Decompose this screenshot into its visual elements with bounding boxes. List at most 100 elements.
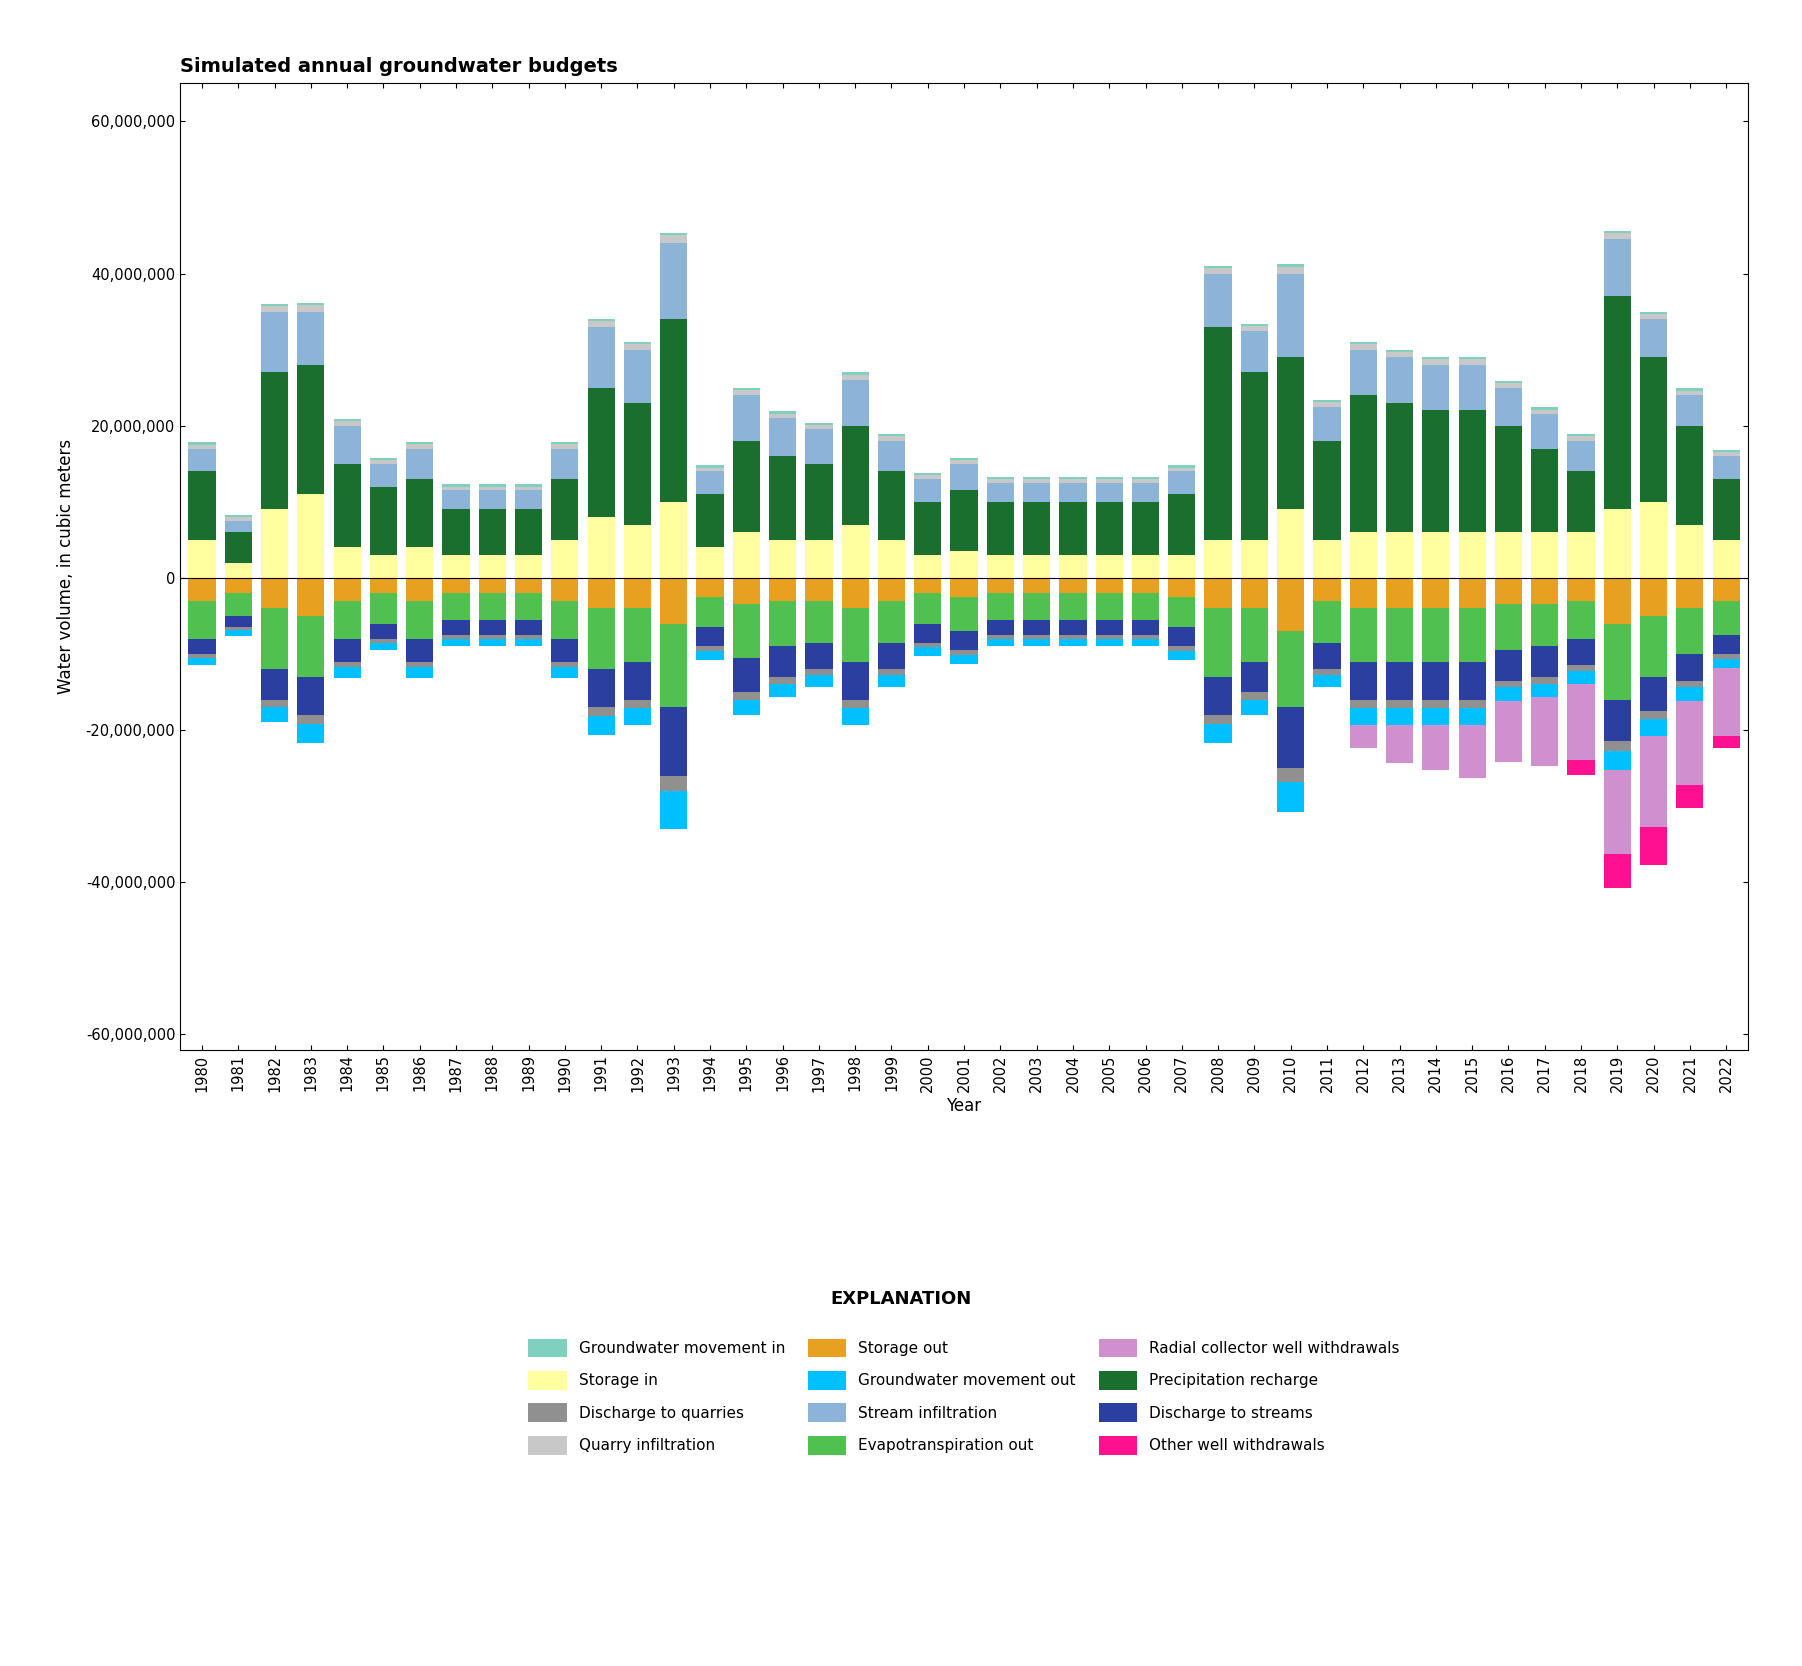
Bar bbox=[1640, 357, 1667, 501]
Bar bbox=[1604, 240, 1631, 297]
Bar bbox=[1712, 456, 1739, 478]
Bar bbox=[1568, 638, 1595, 665]
Bar bbox=[878, 471, 905, 540]
Bar bbox=[1204, 676, 1233, 715]
Bar bbox=[189, 445, 216, 448]
Bar bbox=[1168, 468, 1195, 471]
Bar bbox=[733, 441, 760, 531]
Bar bbox=[1458, 360, 1485, 365]
Bar bbox=[1350, 608, 1377, 661]
Bar bbox=[1568, 601, 1595, 638]
Bar bbox=[660, 776, 687, 791]
Bar bbox=[1568, 441, 1595, 471]
Text: EXPLANATION: EXPLANATION bbox=[831, 1289, 971, 1308]
Bar bbox=[1132, 593, 1159, 620]
Bar bbox=[1422, 708, 1449, 725]
Bar bbox=[1204, 608, 1233, 676]
Bar bbox=[1024, 476, 1051, 478]
Bar bbox=[1168, 651, 1195, 660]
Bar bbox=[261, 303, 288, 307]
Bar bbox=[1568, 471, 1595, 531]
Bar bbox=[189, 601, 216, 638]
Bar bbox=[443, 555, 470, 578]
Bar bbox=[369, 458, 396, 460]
Bar bbox=[769, 412, 796, 413]
Bar bbox=[1096, 555, 1123, 578]
Bar bbox=[1604, 578, 1631, 623]
Bar bbox=[1568, 435, 1595, 436]
Bar bbox=[1386, 708, 1413, 725]
Bar bbox=[660, 501, 687, 578]
Bar bbox=[1640, 720, 1667, 736]
Bar bbox=[297, 495, 324, 578]
Bar bbox=[660, 243, 687, 320]
Bar bbox=[1096, 620, 1123, 635]
Bar bbox=[1532, 408, 1559, 410]
Bar bbox=[479, 510, 506, 555]
Bar bbox=[1496, 605, 1523, 650]
Bar bbox=[515, 620, 542, 635]
Bar bbox=[1640, 711, 1667, 720]
Bar bbox=[987, 620, 1015, 635]
Bar bbox=[1060, 483, 1087, 501]
Bar bbox=[1422, 661, 1449, 700]
Bar bbox=[1096, 578, 1123, 593]
Bar bbox=[623, 578, 651, 608]
Bar bbox=[405, 601, 432, 638]
Bar bbox=[950, 596, 978, 631]
Bar bbox=[297, 365, 324, 495]
Bar bbox=[1024, 501, 1051, 555]
Bar bbox=[660, 233, 687, 235]
Bar bbox=[369, 593, 396, 623]
Bar bbox=[660, 791, 687, 830]
Bar bbox=[950, 655, 978, 663]
Bar bbox=[1242, 540, 1269, 578]
Bar bbox=[805, 670, 833, 675]
Bar bbox=[1676, 655, 1703, 681]
Bar bbox=[1204, 268, 1233, 273]
Bar bbox=[333, 661, 360, 666]
Bar bbox=[1350, 700, 1377, 708]
Bar bbox=[1712, 451, 1739, 456]
Bar bbox=[1458, 708, 1485, 725]
Bar bbox=[696, 465, 724, 468]
Bar bbox=[1640, 616, 1667, 676]
Bar bbox=[1350, 708, 1377, 725]
Bar bbox=[914, 473, 941, 475]
Bar bbox=[733, 691, 760, 700]
Bar bbox=[225, 516, 252, 521]
Bar bbox=[225, 593, 252, 616]
Bar bbox=[987, 635, 1015, 638]
Bar bbox=[1242, 691, 1269, 700]
Bar bbox=[1168, 465, 1195, 468]
Bar bbox=[1060, 635, 1087, 638]
Bar bbox=[1532, 605, 1559, 646]
Bar bbox=[297, 305, 324, 312]
Bar bbox=[1458, 410, 1485, 531]
Bar bbox=[878, 441, 905, 471]
Bar bbox=[623, 708, 651, 725]
Bar bbox=[1422, 531, 1449, 578]
Bar bbox=[623, 403, 651, 525]
Bar bbox=[769, 646, 796, 676]
Bar bbox=[297, 578, 324, 616]
Bar bbox=[1676, 426, 1703, 525]
Bar bbox=[1278, 357, 1305, 510]
Bar bbox=[333, 421, 360, 426]
Bar bbox=[696, 651, 724, 660]
Bar bbox=[660, 623, 687, 706]
Bar bbox=[587, 670, 614, 706]
Bar bbox=[1640, 312, 1667, 313]
Bar bbox=[225, 628, 252, 630]
Bar bbox=[479, 486, 506, 490]
Bar bbox=[1278, 273, 1305, 357]
Bar bbox=[769, 418, 796, 456]
Bar bbox=[551, 441, 578, 443]
Bar bbox=[1604, 510, 1631, 578]
Bar bbox=[515, 635, 542, 638]
Bar bbox=[769, 601, 796, 646]
Bar bbox=[1712, 655, 1739, 658]
Bar bbox=[1060, 476, 1087, 478]
Bar bbox=[842, 426, 869, 525]
Bar bbox=[1422, 410, 1449, 531]
